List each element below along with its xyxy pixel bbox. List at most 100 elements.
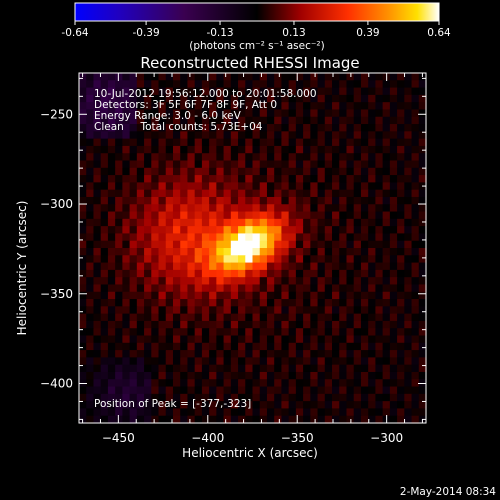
heatmap-cell bbox=[194, 357, 203, 366]
heatmap-cell bbox=[332, 167, 340, 176]
heatmap-cell bbox=[266, 284, 275, 293]
heatmap-cell bbox=[79, 116, 87, 125]
heatmap-cell bbox=[389, 109, 398, 118]
heatmap-cell bbox=[397, 357, 405, 366]
heatmap-cell bbox=[201, 233, 210, 242]
heatmap-cell bbox=[93, 109, 102, 118]
heatmap-cell bbox=[107, 73, 116, 81]
heatmap-cell bbox=[201, 328, 210, 337]
heatmap-cell bbox=[158, 94, 167, 103]
heatmap-cell bbox=[288, 262, 297, 271]
heatmap-cell bbox=[151, 116, 160, 125]
heatmap-cell bbox=[136, 255, 145, 264]
heatmap-cell bbox=[209, 124, 217, 132]
heatmap-cell bbox=[310, 269, 319, 278]
heatmap-cell bbox=[115, 211, 123, 220]
heatmap-cell bbox=[165, 131, 174, 140]
heatmap-cell bbox=[93, 116, 102, 125]
heatmap-cell bbox=[266, 277, 275, 286]
heatmap-cell bbox=[368, 226, 376, 235]
heatmap-cell bbox=[172, 124, 181, 132]
heatmap-cell bbox=[107, 102, 116, 111]
heatmap-cell bbox=[252, 211, 261, 220]
heatmap-cell bbox=[382, 277, 391, 286]
heatmap-cell bbox=[317, 182, 326, 191]
heatmap-cell bbox=[151, 218, 160, 227]
heatmap-cell bbox=[274, 393, 283, 402]
heatmap-cell bbox=[86, 145, 95, 154]
heatmap-cell bbox=[180, 277, 189, 286]
heatmap-cell bbox=[259, 240, 268, 249]
heatmap-cell bbox=[144, 218, 152, 227]
heatmap-cell bbox=[180, 306, 189, 315]
heatmap-cell bbox=[353, 109, 362, 118]
heatmap-cell bbox=[295, 233, 304, 242]
heatmap-cell bbox=[158, 240, 167, 249]
heatmap-cell bbox=[194, 269, 203, 278]
heatmap-cell bbox=[375, 255, 384, 264]
heatmap-cell bbox=[382, 248, 391, 256]
heatmap-cell bbox=[93, 408, 102, 417]
heatmap-cell bbox=[310, 320, 319, 329]
heatmap-cell bbox=[317, 313, 326, 322]
heatmap-cell bbox=[144, 408, 152, 417]
heatmap-cell bbox=[172, 131, 181, 140]
heatmap-cell bbox=[259, 116, 268, 125]
heatmap-cell bbox=[303, 204, 311, 213]
heatmap-cell bbox=[404, 233, 413, 242]
heatmap-cell bbox=[317, 342, 326, 351]
heatmap-cell bbox=[245, 335, 254, 344]
heatmap-cell bbox=[194, 379, 203, 388]
heatmap-cell bbox=[295, 255, 304, 264]
heatmap-cell bbox=[317, 73, 326, 81]
heatmap-cell bbox=[303, 145, 311, 154]
heatmap-cell bbox=[368, 102, 376, 111]
heatmap-cell bbox=[230, 364, 239, 373]
heatmap-cell bbox=[252, 87, 261, 96]
heatmap-cell bbox=[238, 284, 246, 293]
heatmap-cell bbox=[346, 335, 355, 344]
heatmap-cell bbox=[411, 189, 420, 198]
heatmap-cell bbox=[180, 189, 189, 198]
annotation-energy-range: Energy Range: 3.0 - 6.0 keV bbox=[94, 110, 242, 122]
heatmap-cell bbox=[411, 167, 420, 176]
heatmap-cell bbox=[194, 94, 203, 103]
heatmap-cell bbox=[129, 386, 138, 395]
heatmap-cell bbox=[144, 145, 152, 154]
heatmap-cell bbox=[194, 109, 203, 118]
heatmap-cell bbox=[339, 160, 348, 169]
heatmap-cell bbox=[223, 408, 232, 417]
heatmap-cell bbox=[93, 328, 102, 337]
heatmap-cell bbox=[332, 415, 340, 424]
heatmap-cell bbox=[100, 189, 109, 198]
heatmap-cell bbox=[223, 357, 232, 366]
heatmap-cell bbox=[324, 116, 333, 125]
heatmap-cell bbox=[238, 291, 246, 300]
heatmap-cell bbox=[295, 145, 304, 154]
heatmap-cell bbox=[389, 196, 398, 205]
heatmap-cell bbox=[382, 131, 391, 140]
heatmap-cell bbox=[216, 102, 225, 111]
heatmap-cell bbox=[418, 408, 427, 417]
heatmap-cell bbox=[194, 284, 203, 293]
heatmap-cell bbox=[346, 94, 355, 103]
heatmap-cell bbox=[194, 248, 203, 256]
heatmap-cell bbox=[144, 116, 152, 125]
heatmap-cell bbox=[187, 116, 196, 125]
heatmap-cell bbox=[144, 226, 152, 235]
heatmap-cell bbox=[259, 131, 268, 140]
heatmap-cell bbox=[144, 364, 152, 373]
heatmap-cell bbox=[252, 379, 261, 388]
heatmap-cell bbox=[353, 342, 362, 351]
heatmap-cell bbox=[375, 87, 384, 96]
heatmap-cell bbox=[418, 116, 427, 125]
heatmap-cell bbox=[172, 116, 181, 125]
heatmap-cell bbox=[223, 379, 232, 388]
heatmap-cell bbox=[144, 102, 152, 111]
heatmap-cell bbox=[389, 269, 398, 278]
heatmap-cell bbox=[86, 175, 95, 183]
heatmap-cell bbox=[281, 299, 290, 307]
heatmap-cell bbox=[259, 102, 268, 111]
heatmap-cell bbox=[136, 226, 145, 235]
heatmap-cell bbox=[360, 320, 369, 329]
